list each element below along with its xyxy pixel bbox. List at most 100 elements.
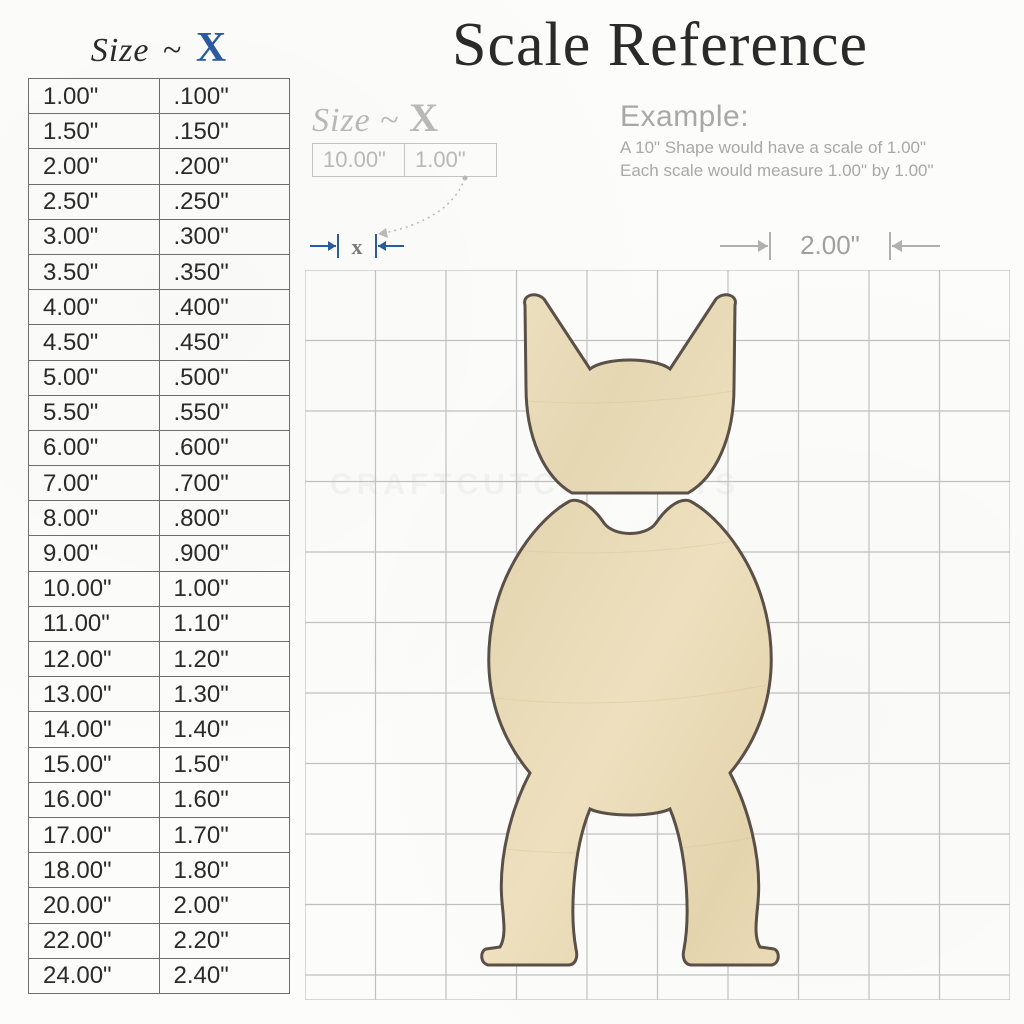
shape-body	[482, 500, 779, 965]
table-cell: 24.00"	[29, 958, 160, 993]
table-cell: 2.00"	[159, 888, 290, 923]
example-line-2: Each scale would measure 1.00" by 1.00"	[620, 160, 1010, 183]
example-title: Example:	[620, 100, 1010, 134]
table-cell: .100"	[159, 79, 290, 114]
table-cell: .150"	[159, 114, 290, 149]
table-cell: 3.00"	[29, 219, 160, 254]
table-cell: 1.60"	[159, 782, 290, 817]
table-cell: 20.00"	[29, 888, 160, 923]
table-cell: 4.00"	[29, 290, 160, 325]
size-table: 1.00".100"1.50".150"2.00".200"2.50".250"…	[28, 78, 290, 994]
table-row: 24.00"2.40"	[29, 958, 290, 993]
table-cell: 2.40"	[159, 958, 290, 993]
table-row: 6.00".600"	[29, 430, 290, 465]
table-row: 3.00".300"	[29, 219, 290, 254]
table-row: 12.00"1.20"	[29, 642, 290, 677]
table-cell: .900"	[159, 536, 290, 571]
table-cell: .350"	[159, 254, 290, 289]
table-row: 7.00".700"	[29, 466, 290, 501]
table-row: 17.00"1.70"	[29, 817, 290, 852]
table-cell: 7.00"	[29, 466, 160, 501]
size-dash: ~	[159, 32, 186, 69]
table-cell: .450"	[159, 325, 290, 360]
table-cell: 22.00"	[29, 923, 160, 958]
table-cell: 1.20"	[159, 642, 290, 677]
table-row: 14.00"1.40"	[29, 712, 290, 747]
table-row: 13.00"1.30"	[29, 677, 290, 712]
table-cell: 2.50"	[29, 184, 160, 219]
table-cell: .250"	[159, 184, 290, 219]
mini-size-word: Size	[312, 102, 371, 139]
table-cell: 1.80"	[159, 853, 290, 888]
table-cell: .300"	[159, 219, 290, 254]
table-row: 2.00".200"	[29, 149, 290, 184]
table-row: 5.50".550"	[29, 395, 290, 430]
table-cell: 18.00"	[29, 853, 160, 888]
example-line-1: A 10" Shape would have a scale of 1.00"	[620, 137, 1010, 160]
table-cell: 5.50"	[29, 395, 160, 430]
size-table-container: Size ~ X 1.00".100"1.50".150"2.00".200"2…	[28, 24, 290, 994]
table-cell: 12.00"	[29, 642, 160, 677]
table-row: 9.00".900"	[29, 536, 290, 571]
table-row: 3.50".350"	[29, 254, 290, 289]
dimension-label: 2.00"	[800, 230, 860, 260]
table-cell: .600"	[159, 430, 290, 465]
table-row: 11.00"1.10"	[29, 606, 290, 641]
table-row: 1.50".150"	[29, 114, 290, 149]
table-cell: 17.00"	[29, 817, 160, 852]
table-row: 16.00"1.60"	[29, 782, 290, 817]
table-cell: 3.50"	[29, 254, 160, 289]
table-row: 15.00"1.50"	[29, 747, 290, 782]
size-x-letter: X	[196, 25, 227, 71]
table-cell: 4.50"	[29, 325, 160, 360]
shape-head	[525, 295, 736, 493]
table-cell: 1.00"	[29, 79, 160, 114]
shape-silhouette	[440, 287, 820, 977]
table-cell: .550"	[159, 395, 290, 430]
main-title: Scale Reference	[320, 10, 1000, 81]
table-cell: 1.10"	[159, 606, 290, 641]
table-cell: 6.00"	[29, 430, 160, 465]
grid-dimension-indicator: 2.00"	[720, 226, 940, 266]
table-row: 2.50".250"	[29, 184, 290, 219]
table-cell: 13.00"	[29, 677, 160, 712]
table-row: 22.00"2.20"	[29, 923, 290, 958]
table-row: 5.00".500"	[29, 360, 290, 395]
table-cell: .800"	[159, 501, 290, 536]
x-scale-indicator: x	[302, 226, 412, 266]
table-cell: .700"	[159, 466, 290, 501]
table-cell: 2.00"	[29, 149, 160, 184]
table-cell: 1.40"	[159, 712, 290, 747]
size-table-header: Size ~ X	[28, 24, 290, 72]
table-cell: 5.00"	[29, 360, 160, 395]
table-row: 18.00"1.80"	[29, 853, 290, 888]
size-word: Size	[91, 32, 150, 69]
table-row: 4.00".400"	[29, 290, 290, 325]
table-cell: 2.20"	[159, 923, 290, 958]
x-indicator-label: x	[352, 234, 363, 259]
table-cell: .200"	[159, 149, 290, 184]
table-cell: 1.30"	[159, 677, 290, 712]
mini-dash: ~	[380, 102, 399, 139]
table-row: 8.00".800"	[29, 501, 290, 536]
table-cell: .500"	[159, 360, 290, 395]
table-cell: 16.00"	[29, 782, 160, 817]
table-cell: 1.50"	[29, 114, 160, 149]
table-cell: 8.00"	[29, 501, 160, 536]
table-cell: 9.00"	[29, 536, 160, 571]
table-cell: 1.50"	[159, 747, 290, 782]
mini-header: Size ~ X	[312, 94, 497, 141]
table-cell: .400"	[159, 290, 290, 325]
table-row: 4.50".450"	[29, 325, 290, 360]
table-row: 20.00"2.00"	[29, 888, 290, 923]
example-block: Example: A 10" Shape would have a scale …	[620, 100, 1010, 183]
table-cell: 11.00"	[29, 606, 160, 641]
table-row: 1.00".100"	[29, 79, 290, 114]
mini-x-letter: X	[409, 95, 439, 140]
table-row: 10.00"1.00"	[29, 571, 290, 606]
table-cell: 10.00"	[29, 571, 160, 606]
table-cell: 1.70"	[159, 817, 290, 852]
table-cell: 15.00"	[29, 747, 160, 782]
table-cell: 1.00"	[159, 571, 290, 606]
table-cell: 14.00"	[29, 712, 160, 747]
